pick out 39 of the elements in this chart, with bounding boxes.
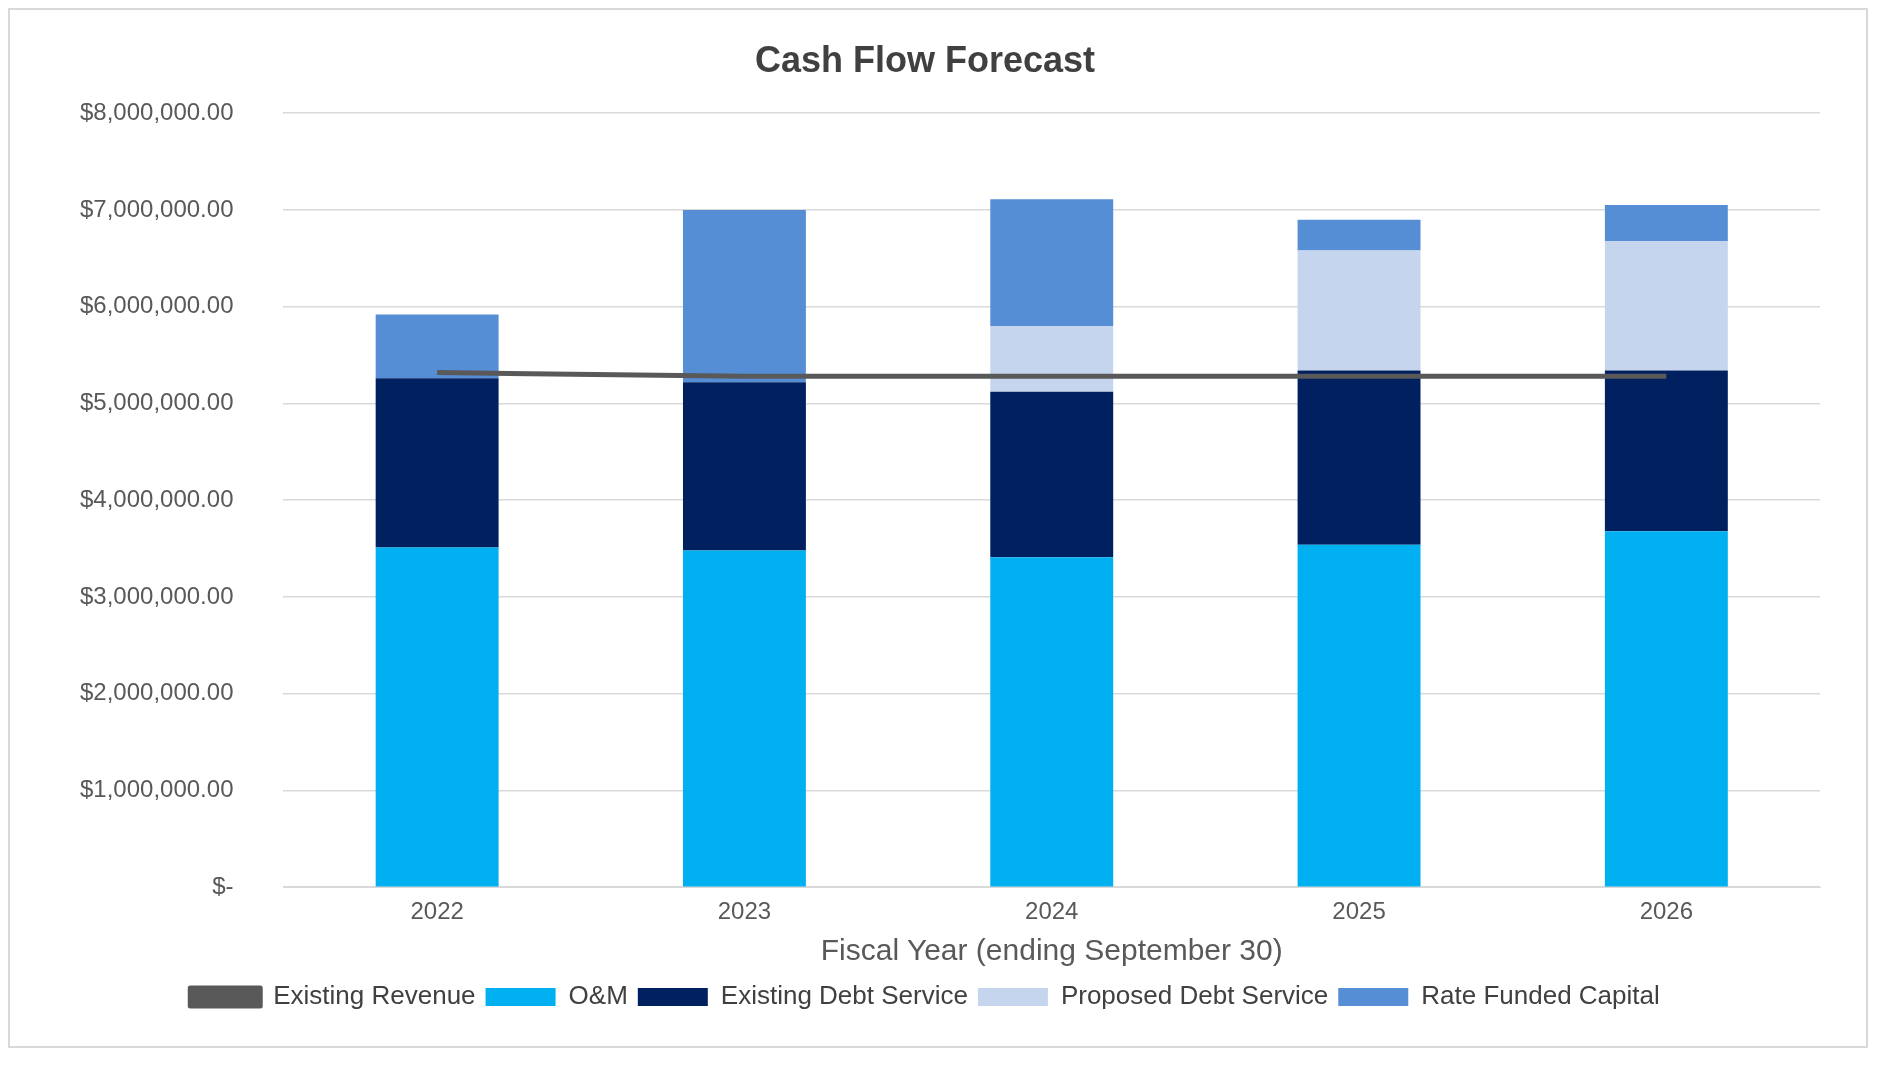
y-tick-label: $1,000,000.00 [80, 775, 234, 803]
x-tick-label: 2024 [1025, 897, 1079, 925]
x-axis-title: Fiscal Year (ending September 30) [820, 933, 1283, 967]
bar [990, 391, 1114, 558]
bar [375, 378, 499, 548]
y-tick-label: $2,000,000.00 [80, 678, 234, 706]
bar [1604, 240, 1728, 371]
x-tick-label: 2025 [1332, 897, 1386, 925]
y-tick-label: $4,000,000.00 [80, 484, 234, 512]
bar [682, 382, 806, 551]
bar [375, 547, 499, 887]
x-tick-label: 2022 [410, 897, 464, 925]
bar [990, 199, 1114, 327]
x-tick-label: 2023 [717, 897, 772, 925]
y-tick-label: $5,000,000.00 [80, 388, 234, 416]
bar [990, 326, 1114, 392]
legend-label: Rate Funded Capital [1421, 980, 1660, 1011]
x-tick-label: 2026 [1639, 897, 1694, 925]
y-tick-label: $6,000,000.00 [80, 291, 234, 319]
y-tick-label: $- [212, 871, 234, 899]
legend-label: Existing Revenue [273, 980, 476, 1011]
bar [682, 209, 806, 383]
bar [990, 557, 1114, 887]
bar [1297, 219, 1421, 251]
bar [1604, 370, 1728, 532]
y-tick-label: $7,000,000.00 [80, 194, 234, 222]
bar [1297, 370, 1421, 545]
chart-title: Cash Flow Forecast [754, 38, 1096, 80]
bar [1604, 531, 1728, 887]
bar [682, 550, 806, 887]
legend-label: Existing Debt Service [720, 980, 968, 1011]
bar [1604, 205, 1728, 241]
bar [1297, 250, 1421, 371]
legend-label: O&M [568, 980, 628, 1011]
bar [375, 314, 499, 379]
y-tick-label: $8,000,000.00 [80, 97, 234, 125]
bar [1297, 544, 1421, 887]
legend-label: Proposed Debt Service [1060, 980, 1329, 1011]
y-tick-label: $3,000,000.00 [80, 581, 234, 609]
